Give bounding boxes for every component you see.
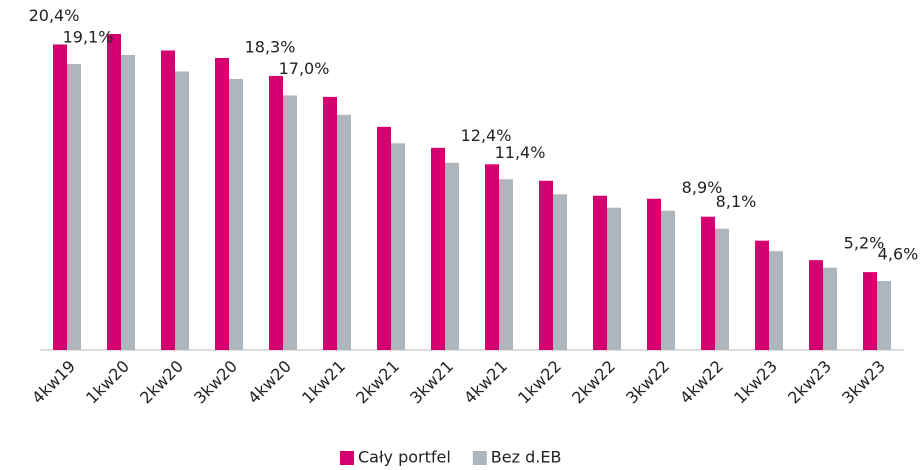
bar bbox=[391, 143, 405, 350]
x-tick-label: 3kw23 bbox=[838, 357, 889, 408]
legend-label: Cały portfel bbox=[358, 448, 451, 467]
data-label: 4,6% bbox=[878, 245, 919, 264]
bar bbox=[107, 33, 121, 351]
x-tick-label: 4kw20 bbox=[244, 357, 295, 408]
bar bbox=[161, 50, 175, 350]
data-label: 20,4% bbox=[29, 6, 80, 25]
x-tick-label: 2kw21 bbox=[352, 357, 403, 408]
x-tick-label: 3kw20 bbox=[190, 357, 241, 408]
bar bbox=[715, 228, 729, 350]
data-label: 12,4% bbox=[461, 126, 512, 145]
legend-label: Bez d.EB bbox=[491, 448, 562, 467]
x-tick-label: 1kw22 bbox=[514, 357, 565, 408]
bar bbox=[593, 195, 607, 350]
x-tick-label: 4kw19 bbox=[28, 357, 79, 408]
x-tick-label: 2kw22 bbox=[568, 357, 619, 408]
x-tick-label: 1kw23 bbox=[730, 357, 781, 408]
bar bbox=[755, 240, 769, 350]
bar bbox=[377, 126, 391, 350]
bar bbox=[769, 251, 783, 350]
bar bbox=[323, 96, 337, 350]
bar bbox=[67, 63, 81, 351]
legend-swatch bbox=[472, 451, 487, 465]
bar bbox=[499, 179, 513, 350]
bar bbox=[863, 272, 877, 350]
bar bbox=[877, 281, 891, 350]
x-tick-label: 2kw20 bbox=[136, 357, 187, 408]
bar bbox=[229, 78, 243, 350]
bar bbox=[53, 44, 67, 350]
x-tick-label: 3kw21 bbox=[406, 357, 457, 408]
x-tick-label: 2kw23 bbox=[784, 357, 835, 408]
data-label: 11,4% bbox=[495, 143, 546, 162]
bar bbox=[701, 216, 715, 350]
data-label: 18,3% bbox=[245, 37, 296, 56]
data-label: 5,2% bbox=[844, 234, 885, 253]
bar bbox=[337, 114, 351, 351]
bar bbox=[431, 147, 445, 350]
bar bbox=[485, 164, 499, 350]
x-tick-label: 4kw22 bbox=[676, 357, 727, 408]
legend-swatch bbox=[340, 451, 354, 465]
data-label: 8,1% bbox=[716, 192, 757, 211]
x-tick-label: 1kw20 bbox=[82, 357, 133, 408]
x-tick-label: 4kw21 bbox=[460, 357, 511, 408]
data-label: 8,9% bbox=[682, 178, 723, 197]
bar bbox=[215, 57, 229, 350]
bar bbox=[553, 194, 567, 350]
bar bbox=[121, 54, 135, 351]
x-tick-label: 1kw21 bbox=[298, 357, 349, 408]
bar bbox=[607, 207, 621, 350]
bar bbox=[809, 260, 823, 350]
x-tick-label: 3kw22 bbox=[622, 357, 673, 408]
bar bbox=[175, 71, 189, 350]
bar bbox=[445, 162, 459, 350]
bar bbox=[539, 180, 553, 350]
bar bbox=[283, 95, 297, 350]
data-label: 17,0% bbox=[279, 59, 330, 78]
bar bbox=[823, 267, 837, 350]
bar bbox=[661, 210, 675, 350]
bar bbox=[269, 75, 283, 350]
bar bbox=[647, 198, 661, 350]
data-label: 19,1% bbox=[63, 27, 114, 46]
